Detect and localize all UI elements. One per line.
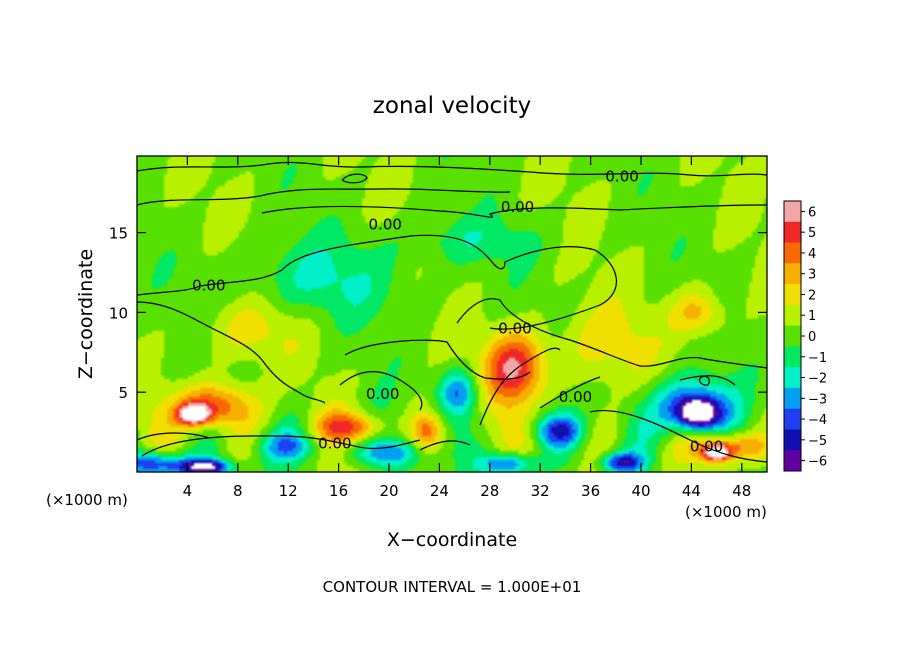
x-tick-label: 28 (480, 482, 499, 500)
contour-label: 0.00 (366, 385, 399, 403)
colorbar: 6 5 4 3 2 1 0 −1 −2 −3 −4 −5 −6 (783, 200, 827, 472)
chart-title: zonal velocity (373, 93, 531, 119)
x-tick-label: 4 (183, 482, 193, 500)
colorbar-swatch (784, 221, 801, 244)
y-tick-label: 10 (109, 304, 128, 322)
colorbar-swatch (784, 429, 801, 451)
x-tick-label: 36 (581, 482, 600, 500)
x-axis-unit-right: (×1000 m) (685, 503, 767, 521)
colorbar-tick-label: −5 (808, 434, 827, 449)
contour-label: 0.00 (369, 216, 402, 234)
colorbar-swatch (784, 304, 801, 327)
x-tick-label: 48 (732, 482, 751, 500)
x-tick-label: 8 (233, 482, 243, 500)
y-axis-ticks (137, 232, 767, 393)
colorbar-swatch (784, 346, 801, 368)
colorbar-tick-label: −4 (808, 413, 827, 428)
x-axis-unit-left: (×1000 m) (46, 491, 128, 509)
contour-label: 0.00 (192, 276, 225, 294)
contour-label: 0.00 (501, 198, 534, 216)
x-tick-label: 20 (379, 482, 398, 500)
colorbar-tick-label: 0 (808, 330, 816, 345)
colorbar-tick-label: 4 (808, 247, 816, 262)
y-axis-label: Z−coordinate (75, 249, 97, 379)
colorbar-tick-label: 1 (808, 309, 816, 324)
colorbar-tick-label: 2 (808, 288, 816, 303)
contour-labels: 0.00 0.00 0.00 0.00 0.00 0.00 0.00 0.00 0.00 (192, 168, 723, 456)
x-axis-tick-labels: 4 8 12 16 20 24 28 32 36 40 44 48 (183, 482, 752, 500)
plot-area: 0.00 0.00 0.00 0.00 0.00 0.00 0.00 0.00 0.00 (136, 155, 768, 473)
zero-contour-lines (136, 161, 768, 463)
colorbar-tick-label: −2 (808, 372, 827, 387)
x-tick-label: 16 (329, 482, 348, 500)
colorbar-tick-label: −6 (808, 455, 827, 470)
x-tick-label: 32 (531, 482, 550, 500)
y-tick-label: 5 (118, 384, 128, 402)
colorbar-tick-label: 3 (808, 268, 816, 283)
contour-label: 0.00 (690, 437, 723, 455)
contour-label: 0.00 (559, 388, 592, 406)
x-tick-label: 44 (682, 482, 701, 500)
y-axis-tick-labels: 5 10 15 (109, 225, 128, 403)
velocity-heatmap (137, 156, 767, 472)
x-axis-ticks (186, 156, 743, 472)
colorbar-swatch (784, 408, 801, 430)
colorbar-swatch (784, 367, 801, 389)
colorbar-swatch (784, 242, 801, 264)
colorbar-tick-label: 5 (808, 226, 816, 241)
x-axis-label: X−coordinate (387, 529, 517, 551)
y-tick-label: 15 (109, 225, 128, 243)
contour-label: 0.00 (318, 434, 351, 452)
contour-label: 0.00 (605, 168, 638, 186)
colorbar-swatch (784, 284, 801, 306)
x-tick-label: 24 (430, 482, 449, 500)
colorbar-swatch (784, 263, 801, 285)
colorbar-swatch (784, 325, 801, 347)
contour-interval-note: CONTOUR INTERVAL = 1.000E+01 (323, 578, 582, 596)
plot-frame (136, 155, 768, 473)
colorbar-tick-label: 6 (808, 205, 816, 220)
colorbar-swatch (784, 450, 801, 472)
x-tick-label: 12 (279, 482, 298, 500)
x-tick-label: 40 (631, 482, 650, 500)
colorbar-swatch (784, 387, 801, 410)
contour-label: 0.00 (498, 319, 531, 337)
colorbar-tick-label: −1 (808, 351, 827, 366)
colorbar-swatch (784, 201, 801, 223)
colorbar-tick-label: −3 (808, 392, 827, 407)
